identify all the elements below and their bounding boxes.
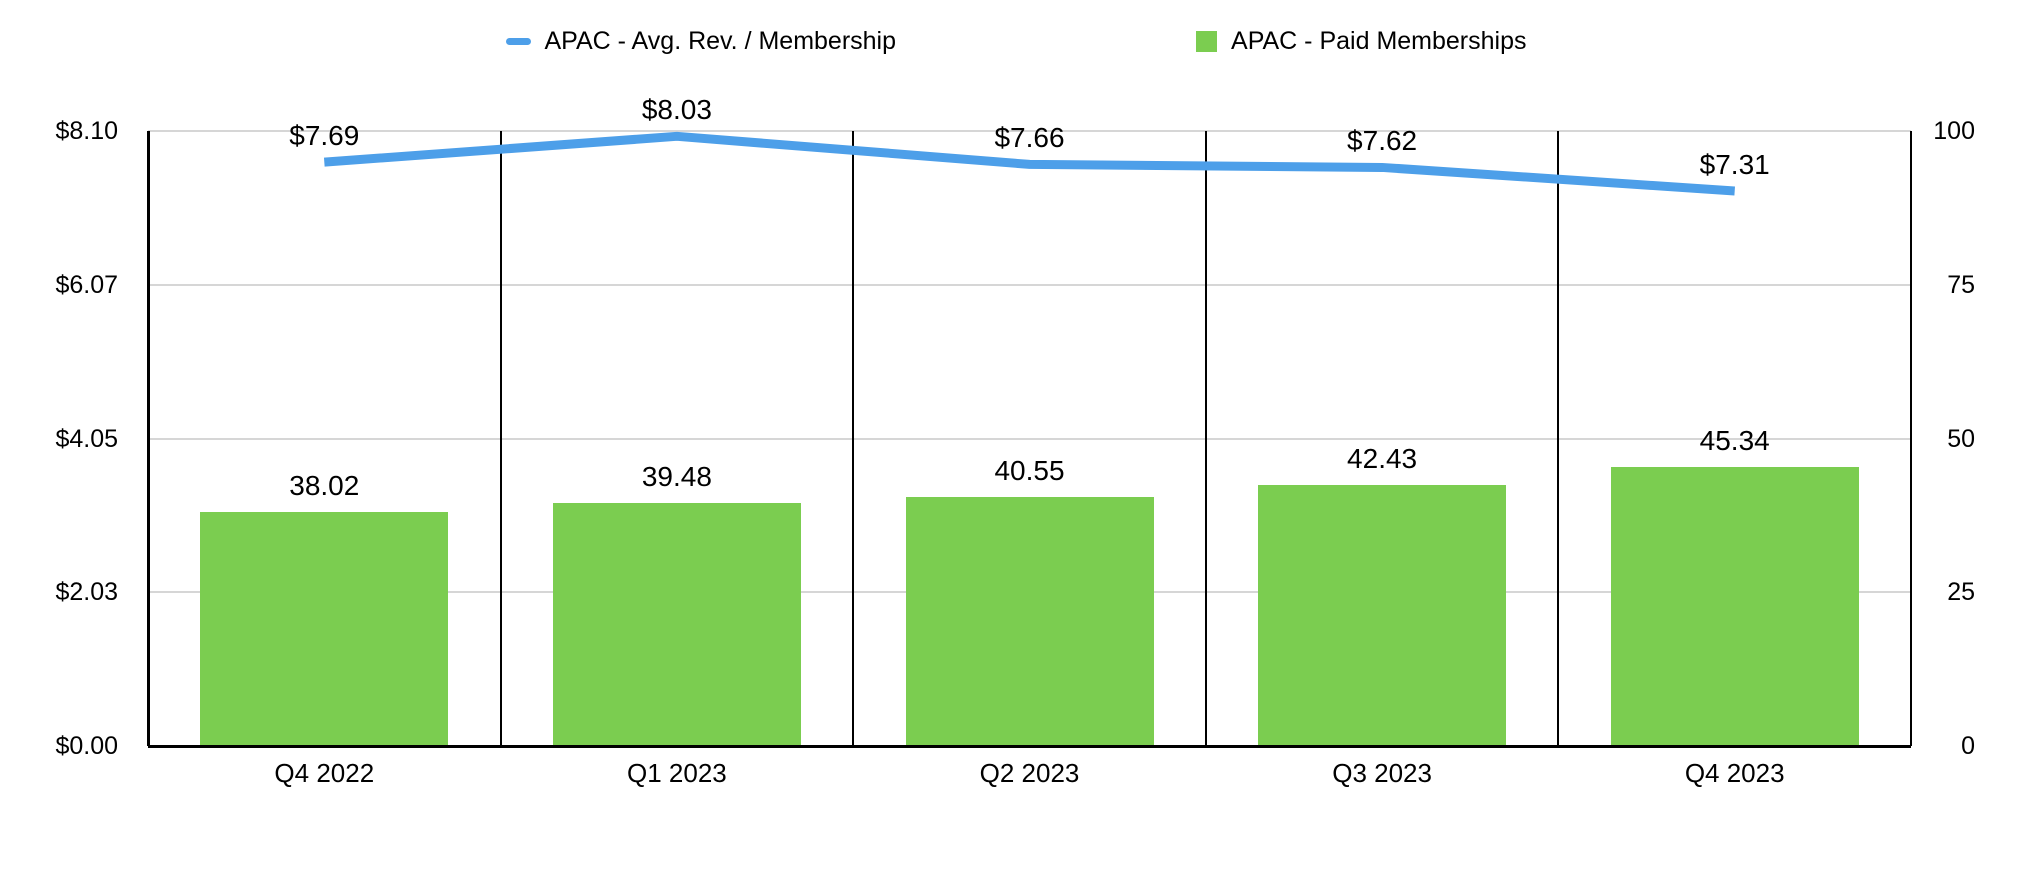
bar (552, 503, 801, 745)
x-axis-line (148, 745, 1911, 748)
line-value-label: $7.31 (1699, 148, 1770, 180)
left-axis-tick-label: $8.10 (55, 117, 118, 145)
column-divider (499, 131, 502, 746)
left-axis-tick-label: $6.07 (55, 271, 118, 300)
bar (200, 512, 449, 745)
legend-item-bar-series: APAC - Paid Memberships (1196, 26, 1527, 56)
left-axis-tick-label: $4.05 (55, 424, 118, 453)
line-series-swatch-icon (505, 37, 531, 45)
line-value-label: $7.69 (289, 120, 360, 152)
column-divider (1204, 131, 1207, 746)
gridline (148, 437, 1911, 440)
gridline (148, 130, 1911, 132)
legend-label-line-series: APAC - Avg. Rev. / Membership (544, 27, 897, 55)
right-axis-tick-label: 100 (1933, 117, 1975, 145)
gridline (148, 284, 1911, 287)
column-divider (852, 131, 855, 746)
chart-legend: APAC - Avg. Rev. / Membership APAC - Pai… (0, 26, 2032, 56)
bar-value-label: 45.34 (1699, 425, 1770, 457)
x-axis-category-label: Q3 2023 (1332, 758, 1432, 788)
right-axis-line (1910, 131, 1912, 746)
x-axis-category-label: Q1 2023 (627, 758, 727, 788)
x-axis-category-label: Q4 2023 (1684, 758, 1785, 788)
left-axis-tick-label: $2.03 (55, 577, 118, 606)
left-axis-tick-label: $0.00 (55, 732, 118, 760)
line-value-label: $7.62 (1347, 125, 1418, 157)
x-axis-category-label: Q4 2022 (274, 758, 375, 788)
bar-value-label: 40.55 (994, 454, 1065, 486)
bar (1610, 467, 1859, 745)
y-axis-line (147, 131, 150, 746)
legend-label-bar-series: APAC - Paid Memberships (1231, 27, 1527, 55)
right-axis-tick-label: 50 (1947, 424, 1975, 453)
right-axis-tick-label: 75 (1947, 270, 1975, 299)
bar (1258, 485, 1507, 745)
line-series (323, 131, 1735, 196)
bar-value-label: 42.43 (1347, 443, 1418, 475)
right-axis-tick-label: 0 (1961, 732, 1975, 760)
line-value-label: $8.03 (641, 94, 712, 126)
bar-value-label: 38.02 (289, 470, 360, 502)
right-axis-tick-label: 25 (1947, 578, 1975, 607)
x-axis-category-label: Q2 2023 (979, 758, 1080, 788)
bar-value-label: 39.48 (641, 461, 712, 493)
bar (905, 496, 1154, 745)
bar-series-swatch-icon (1196, 30, 1218, 52)
line-value-label: $7.66 (994, 122, 1065, 154)
legend-item-line-series: APAC - Avg. Rev. / Membership (505, 26, 897, 56)
column-divider (1557, 131, 1560, 746)
